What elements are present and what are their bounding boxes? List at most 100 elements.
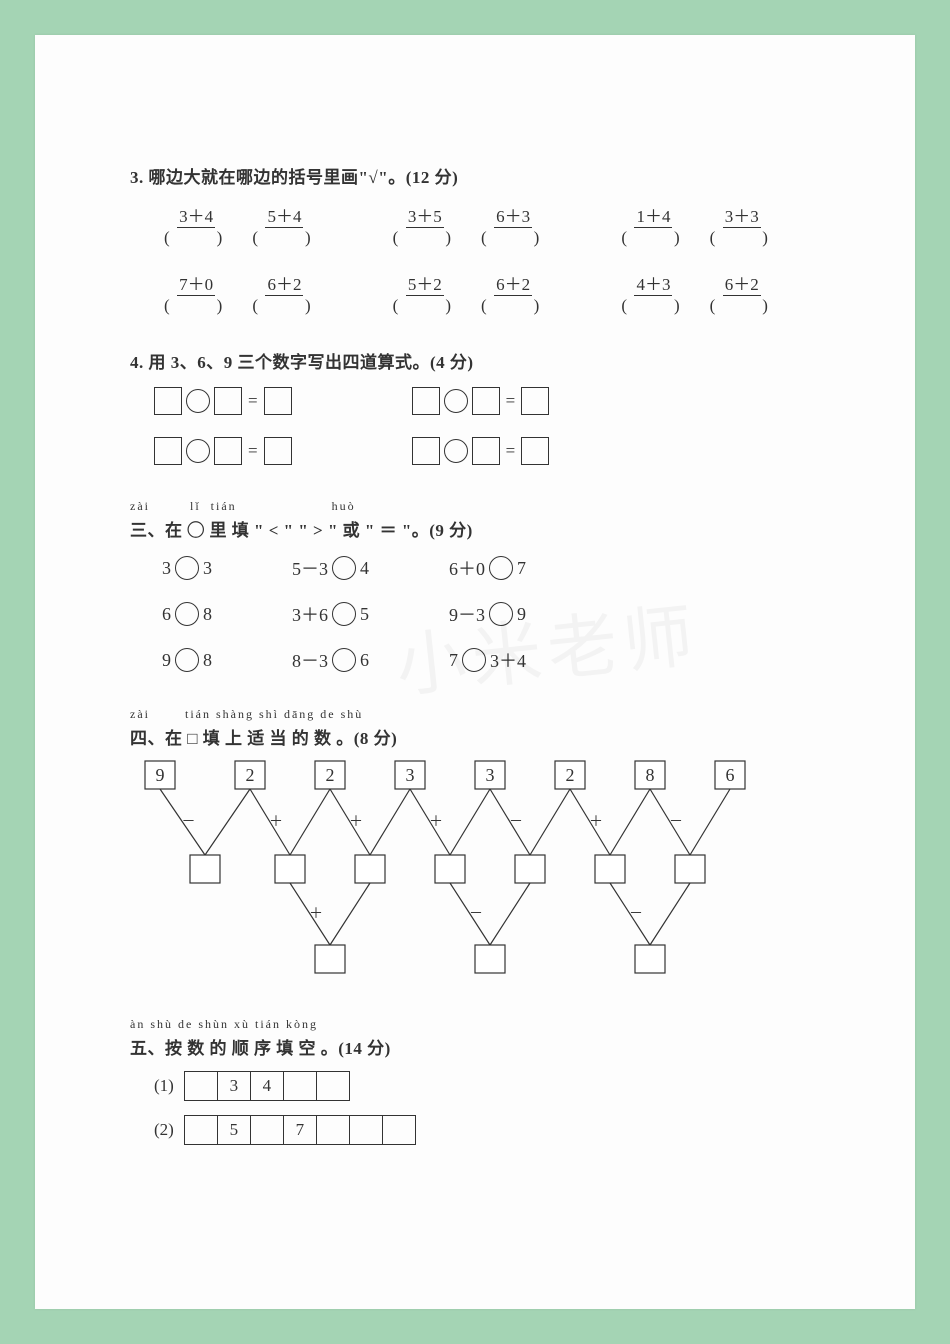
s3-row: 988－3673＋4 [162, 647, 820, 673]
sequence-cell: 4 [250, 1071, 284, 1101]
sequence-cell[interactable] [382, 1115, 416, 1145]
s4-title: 四、在 □ 填 上 适 当 的 数 。(8 分) [130, 729, 397, 748]
sequence-cell[interactable] [283, 1071, 317, 1101]
blank-square[interactable] [214, 387, 242, 415]
answer-parentheses[interactable]: ( ) [162, 228, 230, 248]
answer-parentheses[interactable]: ( ) [479, 228, 547, 248]
fraction-like: 6＋2( ) [250, 270, 318, 316]
fraction-like: 6＋2( ) [479, 270, 547, 316]
svg-text:＋: ＋ [589, 815, 603, 830]
blank-square[interactable] [264, 387, 292, 415]
right-expr: 4 [360, 558, 369, 579]
fraction-like: 3＋4( ) [162, 202, 230, 248]
answer-parentheses[interactable]: ( ) [479, 296, 547, 316]
sequence-cell: 7 [283, 1115, 317, 1145]
fraction-like: 5＋2( ) [391, 270, 459, 316]
expression: 3＋5 [406, 202, 444, 228]
sequence-cells: 34 [184, 1071, 350, 1101]
svg-text:8: 8 [646, 765, 655, 785]
compare-circle[interactable] [332, 556, 356, 580]
expression: 6＋2 [265, 270, 303, 296]
sequence-cell[interactable] [316, 1071, 350, 1101]
q4-title: 4. 用 3、6、9 三个数字写出四道算式。(4 分) [130, 348, 820, 373]
compare-circle[interactable] [175, 602, 199, 626]
sequence-cells: 57 [184, 1115, 416, 1145]
compare-circle[interactable] [489, 556, 513, 580]
number-tree: 92233286－＋＋＋－＋－＋－－ [130, 759, 820, 989]
compare-item: 9－39 [449, 601, 526, 627]
blank-square[interactable] [154, 387, 182, 415]
sequence-cell[interactable] [316, 1115, 350, 1145]
blank-square[interactable] [521, 387, 549, 415]
blank-square[interactable] [472, 437, 500, 465]
expression: 5＋4 [265, 202, 303, 228]
q4-area: = = = [154, 387, 820, 465]
sequence-label: (2) [154, 1120, 174, 1140]
fraction-like: 1＋4( ) [619, 202, 687, 248]
answer-parentheses[interactable]: ( ) [250, 228, 318, 248]
fraction-like: 6＋3( ) [479, 202, 547, 248]
blank-operator-circle[interactable] [444, 439, 468, 463]
blank-square[interactable] [521, 437, 549, 465]
expression: 6＋2 [494, 270, 532, 296]
comparison-pair: 3＋5( )6＋3( ) [391, 202, 548, 248]
left-expr: 7 [449, 650, 458, 671]
answer-parentheses[interactable]: ( ) [250, 296, 318, 316]
compare-item: 8－36 [292, 647, 369, 673]
sequence-cell[interactable] [184, 1115, 218, 1145]
blank-square[interactable] [472, 387, 500, 415]
blank-square[interactable] [154, 437, 182, 465]
answer-parentheses[interactable]: ( ) [162, 296, 230, 316]
q3-row: 3＋4( )5＋4( )3＋5( )6＋3( )1＋4( )3＋3( ) [162, 202, 820, 248]
blank-square[interactable] [412, 437, 440, 465]
compare-circle[interactable] [332, 648, 356, 672]
answer-parentheses[interactable]: ( ) [391, 296, 459, 316]
compare-circle[interactable] [489, 602, 513, 626]
s5-title: 五、按 数 的 顺 序 填 空 。(14 分) [130, 1039, 391, 1058]
answer-parentheses[interactable]: ( ) [708, 228, 776, 248]
compare-circle[interactable] [462, 648, 486, 672]
sequence-cell[interactable] [250, 1115, 284, 1145]
compare-circle[interactable] [332, 602, 356, 626]
fraction-like: 3＋3( ) [708, 202, 776, 248]
blank-operator-circle[interactable] [444, 389, 468, 413]
left-expr: 6＋0 [449, 555, 485, 581]
answer-parentheses[interactable]: ( ) [619, 228, 687, 248]
svg-text:2: 2 [326, 765, 335, 785]
equals-sign: = [504, 391, 518, 411]
svg-text:＋: ＋ [349, 815, 363, 830]
q4-row: = = [154, 437, 820, 465]
s5-pinyin: àn shù de shùn xù tián kòng [130, 1017, 820, 1032]
left-expr: 9 [162, 650, 171, 671]
answer-parentheses[interactable]: ( ) [708, 296, 776, 316]
fraction-like: 4＋3( ) [619, 270, 687, 316]
equals-sign: = [504, 441, 518, 461]
sequence-cell[interactable] [184, 1071, 218, 1101]
left-expr: 8－3 [292, 647, 328, 673]
blank-operator-circle[interactable] [186, 389, 210, 413]
blank-square[interactable] [412, 387, 440, 415]
blank-operator-circle[interactable] [186, 439, 210, 463]
svg-text:＋: ＋ [309, 907, 323, 922]
svg-text:－: － [629, 907, 643, 922]
comparison-pair: 5＋2( )6＋2( ) [391, 270, 548, 316]
right-expr: 8 [203, 604, 212, 625]
compare-item: 3＋65 [292, 601, 369, 627]
answer-parentheses[interactable]: ( ) [391, 228, 459, 248]
right-expr: 7 [517, 558, 526, 579]
sequence-cell[interactable] [349, 1115, 383, 1145]
compare-item: 5－34 [292, 555, 369, 581]
s3-title: 三、在 ◯ 里 填 " < " " > " 或 " ＝ "。(9 分) [130, 521, 473, 540]
expression: 3＋3 [723, 202, 761, 228]
q3-row: 7＋0( )6＋2( )5＋2( )6＋2( )4＋3( )6＋2( ) [162, 270, 820, 316]
fraction-like: 6＋2( ) [708, 270, 776, 316]
answer-parentheses[interactable]: ( ) [619, 296, 687, 316]
left-expr: 3 [162, 558, 171, 579]
compare-circle[interactable] [175, 556, 199, 580]
sequence-cell: 5 [217, 1115, 251, 1145]
s3-pinyin: zài lǐ tián huò [130, 499, 820, 514]
compare-circle[interactable] [175, 648, 199, 672]
blank-square[interactable] [214, 437, 242, 465]
blank-square[interactable] [264, 437, 292, 465]
fraction-like: 3＋5( ) [391, 202, 459, 248]
